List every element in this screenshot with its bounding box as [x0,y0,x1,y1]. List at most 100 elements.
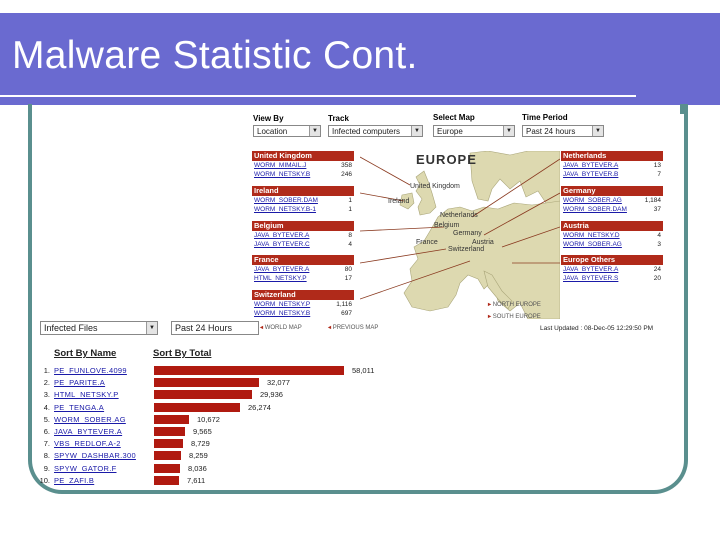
worm-link[interactable]: WORM_SOBER.AG [563,197,622,204]
infection-bar [154,366,344,375]
chevron-down-icon[interactable]: ▼ [411,126,422,136]
country-row: WORM_NETSKY.B 697 [252,309,354,318]
infection-bar [154,378,259,388]
infection-count: 7 [657,171,661,178]
list-type-select[interactable]: Infected Files ▼ [40,321,158,335]
infection-total: 32,077 [267,378,290,388]
country-row: WORM_NETSKY.B 246 [252,170,354,179]
country-row: WORM_SOBER.DAM 1 [252,196,354,205]
country-name[interactable]: Belgium [252,221,354,231]
country-row: WORM_NETSKY.P 1,116 [252,300,354,309]
sort-by-total-link[interactable]: Sort By Total [153,348,212,359]
worm-link[interactable]: JAVA_BYTEVER.C [254,241,310,248]
track-value: Infected computers [332,127,401,136]
chevron-down-icon[interactable]: ▼ [592,126,603,136]
chevron-down-icon[interactable]: ▼ [503,126,514,136]
malware-name-link[interactable]: PE_PARITE.A [54,378,106,388]
chevron-down-icon[interactable]: ▼ [309,126,320,136]
worm-link[interactable]: WORM_NETSKY.B [254,310,311,317]
europe-map[interactable] [360,151,560,319]
country-row: WORM_SOBER.AG 3 [561,240,663,249]
chevron-down-icon[interactable]: ▼ [146,322,157,334]
country-row: WORM_MIMAIL.J 358 [252,161,354,170]
track-select[interactable]: Infected computers ▼ [328,125,423,137]
malware-name-link[interactable]: VBS_REDLOF.A-2 [54,439,121,449]
malware-name-link[interactable]: PE_ZAFI.B [54,475,95,485]
worm-link[interactable]: JAVA_BYTEVER.B [563,171,619,178]
infection-count: 1 [348,206,352,213]
country-name[interactable]: Ireland [252,186,354,196]
map-label-uk: United Kingdom [410,183,460,190]
worm-link[interactable]: WORM_MIMAIL.J [254,162,307,169]
worm-link[interactable]: JAVA_BYTEVER.A [563,266,619,273]
list-period-select[interactable]: Past 24 Hours [171,321,259,335]
worm-link[interactable]: JAVA_BYTEVER.S [563,275,619,282]
infection-count: 8 [348,232,352,239]
rank-number: 9. [43,463,50,473]
malware-name-link[interactable]: WORM_SOBER.AG [54,414,126,424]
worm-link[interactable]: WORM_NETSKY.B-1 [254,206,317,213]
infection-count: 1 [348,197,352,204]
country-panel-left-0: United Kingdom WORM_MIMAIL.J 358 WORM_NETSK… [252,151,354,182]
view-by-label: View By [253,114,284,123]
world-map-link[interactable]: ◂ WORLD MAP [260,325,302,331]
infection-bar [154,451,181,461]
country-row: WORM_SOBER.AG 1,184 [561,196,663,205]
malware-name-link[interactable]: JAVA_BYTEVER.A [54,427,123,436]
worm-link[interactable]: WORM_SOBER.AG [563,241,622,248]
worm-link[interactable]: JAVA_BYTEVER.A [254,266,310,273]
malware-name-link[interactable]: HTML_NETSKY.P [54,390,119,400]
country-name[interactable]: Austria [561,221,663,231]
infection-bar [154,402,240,412]
worm-link[interactable]: JAVA_BYTEVER.A [254,232,310,239]
view-by-value: Location [257,127,288,136]
worm-link[interactable]: WORM_NETSKY.B [254,171,311,178]
country-name[interactable]: Germany [561,186,663,196]
country-name[interactable]: Switzerland [252,290,354,300]
view-by-select[interactable]: Location ▼ [253,125,321,137]
worm-link[interactable]: HTML_NETSKY.P [254,275,307,282]
infection-bar [154,439,183,449]
malware-name-link[interactable]: SPYW_GATOR.F [54,463,117,473]
infection-total: 8,036 [188,463,207,473]
infection-bar [154,463,180,473]
infection-count: 4 [348,241,352,248]
south-europe-link[interactable]: ▸ SOUTH EUROPE [488,314,541,320]
select-map-label: Select Map [433,113,475,122]
infection-bar [154,427,185,436]
country-panel-right-1: Germany WORM_SOBER.AG 1,184 WORM_SOBER.DAM 3… [561,186,663,217]
infection-total: 26,274 [248,402,271,412]
time-period-value: Past 24 hours [526,127,576,136]
malware-name-link[interactable]: PE_FUNLOVE.4099 [54,366,127,375]
country-panel-left-1: Ireland WORM_SOBER.DAM 1 WORM_NETSKY.B-1 1 [252,186,354,217]
worm-link[interactable]: WORM_NETSKY.D [563,232,620,239]
map-label-netherlands: Netherlands [440,212,478,219]
map-label-belgium: Belgium [434,222,460,229]
north-europe-link[interactable]: ▸ NORTH EUROPE [488,302,541,308]
country-name[interactable]: Europe Others [561,255,663,265]
malware-name-link[interactable]: SPYW_DASHBAR.300 [54,451,136,461]
malware-name-link[interactable]: PE_TENGA.A [54,402,105,412]
worm-link[interactable]: WORM_SOBER.DAM [254,197,318,204]
select-map-select[interactable]: Europe ▼ [433,125,515,137]
country-row: JAVA_BYTEVER.C 4 [252,240,354,249]
worm-link[interactable]: WORM_NETSKY.P [254,301,311,308]
infection-count: 4 [657,232,661,239]
rank-number: 4. [43,402,50,412]
infection-count: 697 [341,310,352,317]
country-name[interactable]: France [252,255,354,265]
worm-link[interactable]: JAVA_BYTEVER.A [563,162,619,169]
time-period-select[interactable]: Past 24 hours ▼ [522,125,604,137]
previous-map-link[interactable]: ◂ PREVIOUS MAP [328,325,379,331]
country-row: JAVA_BYTEVER.A 8 [252,231,354,240]
infection-count: 80 [344,266,352,273]
infection-count: 1,184 [644,197,661,204]
sort-by-name-link[interactable]: Sort By Name [54,348,117,359]
country-row: JAVA_BYTEVER.A 80 [252,265,354,274]
worm-link[interactable]: WORM_SOBER.DAM [563,206,627,213]
infection-count: 37 [653,206,661,213]
country-row: WORM_NETSKY.D 4 [561,231,663,240]
country-name[interactable]: United Kingdom [252,151,354,161]
title-divider [0,95,636,97]
country-name[interactable]: Netherlands [561,151,663,161]
